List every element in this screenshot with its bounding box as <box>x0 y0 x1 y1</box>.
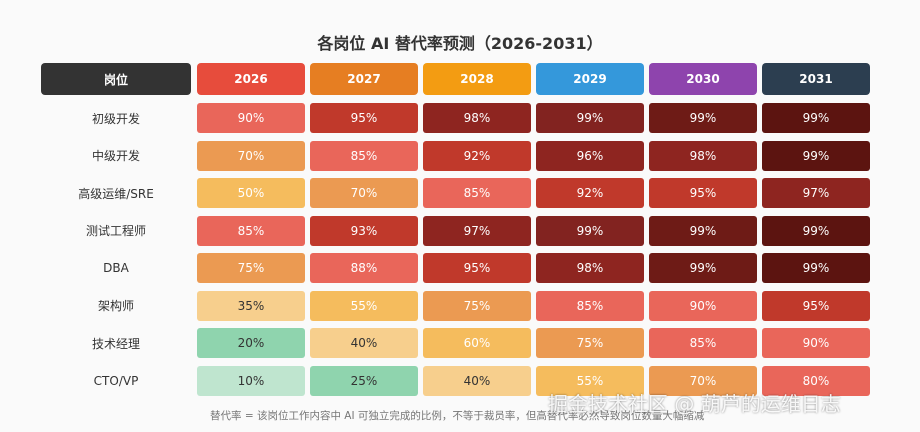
footnote: 替代率 = 该岗位工作内容中 AI 可独立完成的比例，不等于裁员率，但高替代率必… <box>210 410 705 422</box>
heatmap-cell: 95% <box>423 253 531 283</box>
heatmap-cell: 25% <box>310 365 418 396</box>
heatmap-cell: 90% <box>762 328 870 358</box>
row-label: 中级开发 <box>91 149 140 163</box>
heatmap-cell: 90% <box>197 103 305 133</box>
heatmap-cell: 97% <box>423 215 531 246</box>
heatmap-cell: 99% <box>762 140 870 171</box>
heatmap-cell: 99% <box>649 103 757 133</box>
heatmap-cell: 70% <box>197 140 305 171</box>
heatmap-cell: 99% <box>762 215 870 246</box>
heatmap-cell: 93% <box>310 215 418 246</box>
header-2030: 2030 <box>649 63 757 95</box>
heatmap-cell: 98% <box>423 103 531 133</box>
heatmap-cell: 75% <box>197 253 305 283</box>
row-label: 技术经理 <box>91 336 140 351</box>
heatmap-cell: 85% <box>197 215 305 246</box>
heatmap-cell: 85% <box>423 178 531 208</box>
heatmap-cell: 98% <box>649 140 757 171</box>
heatmap-cell: 20% <box>197 328 305 358</box>
heatmap-cell: 35% <box>197 290 305 321</box>
heatmap-cell: 10% <box>197 365 305 396</box>
heatmap-cell: 60% <box>423 328 531 358</box>
header-2028: 2028 <box>423 63 531 95</box>
heatmap-cell: 95% <box>649 178 757 208</box>
heatmap-cell: 70% <box>649 365 757 396</box>
heatmap-cell: 75% <box>536 328 644 358</box>
heatmap-cell: 80% <box>762 365 870 396</box>
heatmap-cell: 95% <box>310 103 418 133</box>
heatmap-cell: 99% <box>536 215 644 246</box>
heatmap-cell: 85% <box>649 328 757 358</box>
heatmap-cell: 99% <box>649 215 757 246</box>
heatmap-cell: 40% <box>423 365 531 396</box>
header-2027: 2027 <box>310 63 418 95</box>
heatmap-cell: 92% <box>536 178 644 208</box>
heatmap-cell: 88% <box>310 253 418 283</box>
heatmap-cell: 99% <box>536 103 644 133</box>
header-2026: 2026 <box>197 63 305 95</box>
header-corner: 岗位 <box>41 63 191 95</box>
heatmap-cell: 99% <box>762 103 870 133</box>
heatmap-cell: 96% <box>536 140 644 171</box>
heatmap-cell: 98% <box>536 253 644 283</box>
header-2031: 2031 <box>762 63 870 95</box>
row-label: 高级运维/SRE <box>78 186 154 201</box>
row-label: DBA <box>103 261 129 275</box>
heatmap-cell: 40% <box>310 328 418 358</box>
heatmap-cell: 55% <box>536 365 644 396</box>
chart-title: 各岗位 AI 替代率预测（2026-2031） <box>317 34 603 53</box>
heatmap-cell: 85% <box>536 290 644 321</box>
heatmap-cell: 92% <box>423 140 531 171</box>
heatmap-cell: 50% <box>197 178 305 208</box>
heatmap-cell: 85% <box>310 140 418 171</box>
header-2029: 2029 <box>536 63 644 95</box>
heatmap-cell: 95% <box>762 290 870 321</box>
heatmap-cell: 55% <box>310 290 418 321</box>
heatmap-cell: 75% <box>423 290 531 321</box>
heatmap-cell: 90% <box>649 290 757 321</box>
row-label: 架构师 <box>97 299 134 313</box>
heatmap-cell: 99% <box>762 253 870 283</box>
row-label: 测试工程师 <box>85 224 146 238</box>
heatmap-cell: 99% <box>649 253 757 283</box>
watermark: 掘金技术社区 @ 葫芦的运维日志 <box>548 392 841 416</box>
row-label: 初级开发 <box>91 111 140 126</box>
heatmap-cell: 97% <box>762 178 870 208</box>
heatmap-cell: 70% <box>310 178 418 208</box>
row-label: CTO/VP <box>93 373 139 388</box>
